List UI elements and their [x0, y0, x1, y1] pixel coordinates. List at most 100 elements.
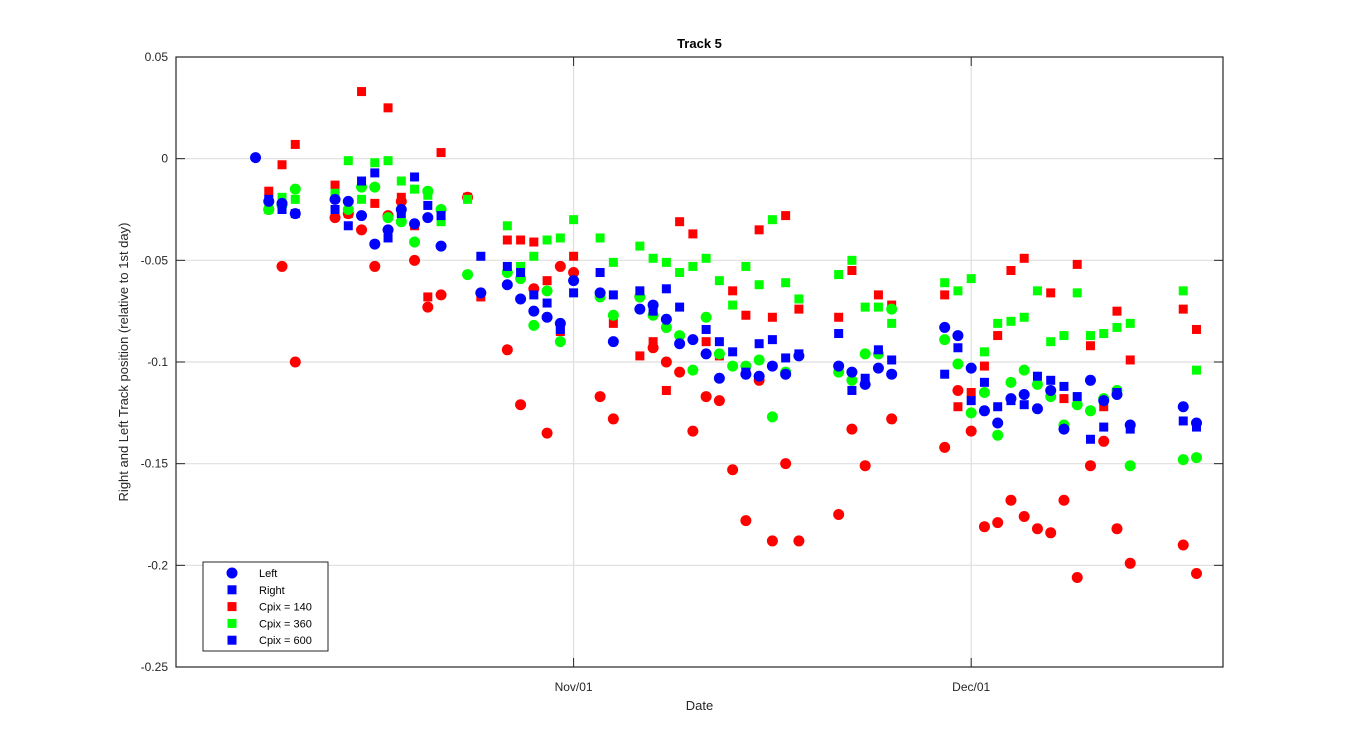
data-point-circle — [965, 407, 977, 419]
data-point-square — [1019, 400, 1029, 410]
data-point-square — [569, 288, 579, 298]
data-point-square — [608, 257, 618, 267]
data-point-circle — [886, 303, 898, 315]
data-point-square — [1059, 381, 1069, 391]
data-point-circle — [859, 348, 871, 360]
data-point-square — [542, 298, 552, 308]
data-point-circle — [515, 293, 527, 305]
data-point-square — [979, 347, 989, 357]
data-point-square — [701, 324, 711, 334]
y-axis-label: Right and Left Track position (relative … — [116, 223, 131, 502]
data-point-square — [728, 286, 738, 296]
data-point-square — [1085, 331, 1095, 341]
data-point-square — [1072, 288, 1082, 298]
data-point-circle — [475, 287, 487, 299]
data-point-circle — [753, 354, 765, 366]
data-point-circle — [700, 311, 712, 323]
data-point-square — [834, 329, 844, 339]
data-point-circle — [1190, 417, 1202, 429]
data-point-circle — [1005, 494, 1017, 506]
data-point-circle — [356, 210, 368, 222]
data-point-circle — [369, 238, 381, 250]
data-point-square — [595, 268, 605, 278]
data-point-circle — [1084, 374, 1096, 386]
data-point-circle — [1098, 395, 1110, 407]
data-point-square — [767, 335, 777, 345]
data-point-circle — [833, 509, 845, 520]
data-point-circle — [409, 254, 421, 266]
data-point-square — [754, 280, 764, 290]
data-point-circle — [356, 224, 368, 236]
data-point-circle — [1071, 572, 1083, 584]
data-point-circle — [501, 279, 513, 291]
data-point-circle — [886, 368, 898, 380]
data-point-circle — [992, 417, 1004, 429]
y-tick-label: -0.1 — [147, 355, 168, 369]
data-point-square — [1006, 266, 1016, 275]
data-point-circle — [727, 464, 739, 476]
data-point-square — [794, 294, 804, 304]
data-point-square — [476, 251, 486, 261]
x-axis-label: Date — [686, 698, 713, 713]
data-point-square — [1032, 286, 1042, 296]
data-point-circle — [793, 535, 805, 547]
data-point-square — [993, 318, 1003, 328]
data-point-circle — [515, 399, 527, 411]
data-point-circle — [846, 366, 858, 378]
data-point-square — [661, 257, 671, 267]
data-point-circle — [607, 336, 619, 348]
data-point-square — [741, 310, 751, 320]
data-point-circle — [713, 372, 725, 384]
data-point-circle — [276, 197, 288, 209]
data-point-square — [953, 286, 963, 296]
data-point-circle — [435, 289, 447, 301]
data-point-circle — [859, 460, 871, 472]
data-point-square — [1178, 416, 1188, 426]
data-point-square — [264, 205, 274, 214]
data-point-square — [714, 337, 724, 347]
data-point-square — [781, 278, 791, 288]
data-point-square — [516, 235, 526, 245]
data-point-circle — [528, 305, 540, 317]
chart-title: Track 5 — [677, 36, 722, 51]
data-point-square — [794, 304, 804, 314]
data-point-square — [887, 355, 897, 365]
data-point-square — [979, 377, 989, 387]
data-point-square — [754, 225, 764, 235]
data-point-circle — [727, 360, 739, 372]
x-tick-label: Dec/01 — [952, 680, 990, 694]
data-point-circle — [1058, 423, 1070, 435]
data-point-circle — [978, 521, 990, 533]
data-point-square — [1085, 434, 1095, 444]
data-point-circle — [674, 338, 686, 350]
data-point-circle — [992, 429, 1004, 441]
data-point-circle — [382, 212, 394, 224]
data-point-square — [1072, 392, 1082, 402]
data-point-square — [860, 302, 870, 312]
data-point-square — [330, 188, 340, 198]
data-point-circle — [1005, 376, 1017, 388]
data-point-square — [1099, 402, 1109, 412]
data-point-circle — [263, 195, 275, 207]
data-point-square — [1019, 312, 1029, 322]
data-points — [250, 87, 1202, 584]
axis-ticks: 0.05 0 -0.05 -0.1 -0.15 -0.2 -0.25 Nov/01 Dec/01 — [141, 50, 1223, 694]
data-point-square — [834, 270, 844, 280]
data-point-circle — [740, 368, 752, 380]
data-point-circle — [1098, 435, 1110, 447]
legend-label: Cpix = 600 — [259, 635, 312, 647]
legend-box — [202, 561, 329, 652]
data-point-square — [357, 87, 367, 97]
data-point-square — [1019, 253, 1029, 263]
data-point-circle — [1084, 460, 1096, 472]
data-point-circle — [660, 356, 672, 368]
data-point-square — [873, 302, 883, 312]
data-point-circle — [554, 336, 566, 348]
data-point-circle — [541, 427, 553, 439]
data-point-circle — [554, 317, 566, 329]
data-point-circle — [753, 370, 765, 382]
legend-label: Right — [259, 585, 285, 597]
data-point-circle — [250, 152, 262, 164]
data-point-circle — [1045, 384, 1057, 396]
